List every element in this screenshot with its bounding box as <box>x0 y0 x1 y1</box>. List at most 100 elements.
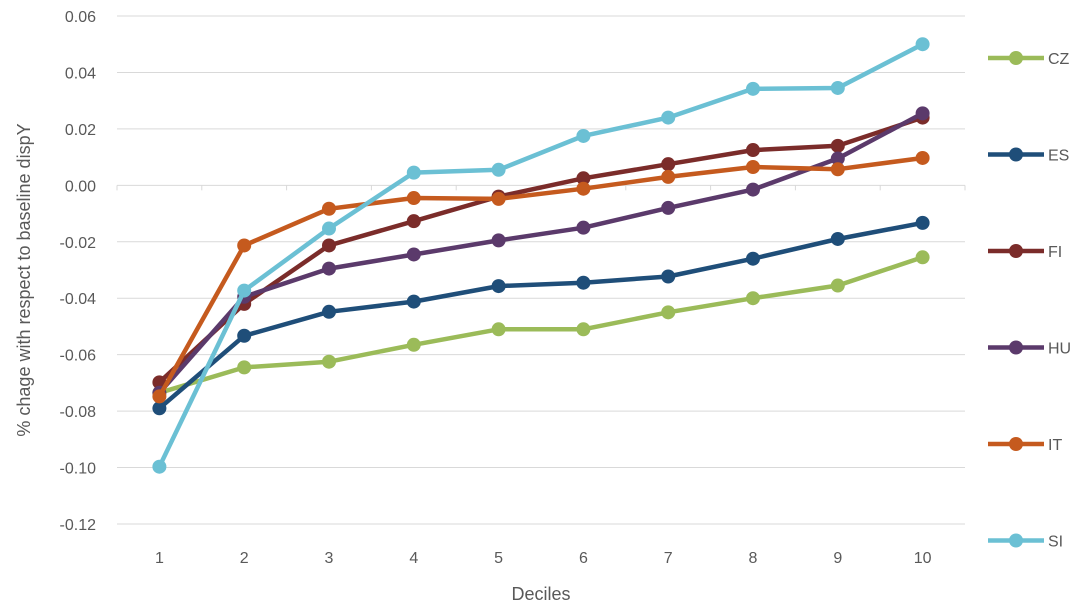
data-point <box>322 304 336 319</box>
data-point <box>576 171 591 186</box>
y-tick-label: -0.06 <box>60 348 97 365</box>
data-point <box>830 162 845 177</box>
legend-swatch-marker <box>1009 51 1023 65</box>
data-point <box>491 162 506 177</box>
x-tick-label: 9 <box>833 550 842 567</box>
x-tick-label: 4 <box>409 550 418 567</box>
series-si <box>152 37 930 474</box>
legend: CZ ES FI HU IT SI <box>988 51 1071 551</box>
y-tick-label: 0.02 <box>65 122 96 139</box>
y-tick-label: -0.02 <box>60 235 97 252</box>
data-point <box>322 238 336 253</box>
data-point <box>661 157 676 172</box>
data-point <box>915 106 930 121</box>
data-point <box>830 80 845 95</box>
legend-item-es: ES <box>988 147 1069 165</box>
data-point <box>746 143 760 158</box>
data-point <box>237 283 252 298</box>
legend-item-si: SI <box>988 533 1063 551</box>
series-line <box>157 42 924 468</box>
x-tick-label: 1 <box>155 550 164 567</box>
data-point <box>152 389 167 404</box>
y-tick-label: -0.12 <box>60 517 97 534</box>
legend-label: HU <box>1048 341 1071 358</box>
legend-item-it: IT <box>988 437 1062 454</box>
y-tick-label: -0.08 <box>60 404 97 421</box>
data-point <box>661 110 676 125</box>
data-point <box>576 322 591 337</box>
x-tick-label: 2 <box>240 550 249 567</box>
legend-swatch-marker <box>1009 244 1023 258</box>
y-tick-label: -0.04 <box>60 291 97 308</box>
x-tick-label: 3 <box>325 550 334 567</box>
x-tick-label: 8 <box>749 550 758 567</box>
data-point <box>406 214 421 229</box>
data-point <box>406 247 421 262</box>
data-point <box>661 169 676 184</box>
series-layer <box>152 37 930 474</box>
data-point <box>152 401 167 416</box>
legend-item-cz: CZ <box>988 51 1070 68</box>
legend-label: SI <box>1048 534 1063 551</box>
data-point <box>915 150 930 165</box>
data-point <box>322 261 336 276</box>
data-point <box>491 233 506 248</box>
legend-item-fi: FI <box>988 244 1062 261</box>
series-line <box>158 255 924 395</box>
data-point <box>576 128 591 143</box>
data-point <box>661 200 676 215</box>
legend-swatch-marker <box>1009 437 1023 451</box>
series-line <box>157 155 923 398</box>
series-line <box>157 220 924 411</box>
data-point <box>406 294 421 309</box>
y-axis-title: % chage with respect to baseline dispY <box>14 123 34 436</box>
data-point <box>661 305 676 320</box>
x-tick-label: 5 <box>494 550 503 567</box>
series-it <box>152 150 930 404</box>
data-point <box>491 191 506 206</box>
data-point <box>915 250 930 265</box>
data-point <box>491 279 506 294</box>
data-point <box>322 201 336 216</box>
data-point <box>830 278 845 293</box>
series-line <box>157 111 924 395</box>
data-point <box>322 354 336 369</box>
series-hu <box>152 106 930 400</box>
data-point <box>406 337 421 352</box>
data-point <box>746 291 760 306</box>
y-tick-label: -0.10 <box>60 461 97 478</box>
legend-label: FI <box>1048 244 1062 261</box>
y-tick-label: 0.04 <box>65 65 96 82</box>
data-point <box>915 215 930 230</box>
x-tick-labels: 1 2 3 4 5 6 7 8 9 10 <box>155 550 932 567</box>
data-point <box>830 138 845 153</box>
data-point <box>746 251 760 266</box>
x-tick-label: 10 <box>914 550 932 567</box>
legend-swatch-marker <box>1009 147 1023 162</box>
legend-label: CZ <box>1048 51 1070 68</box>
y-tick-labels: 0.06 0.04 0.02 0.00 -0.02 -0.04 -0.06 -0.08 -0.1… <box>60 9 97 534</box>
data-point <box>576 220 591 235</box>
series-es <box>152 215 930 416</box>
series-line <box>157 115 924 384</box>
data-point <box>576 275 591 290</box>
x-tick-label: 7 <box>664 550 673 567</box>
data-point <box>746 81 760 96</box>
data-point <box>152 459 167 474</box>
y-tick-label: 0.06 <box>65 9 96 26</box>
y-tick-label: 0.00 <box>65 178 96 195</box>
data-point <box>830 231 845 246</box>
x-tick-label: 6 <box>579 550 588 567</box>
legend-label: ES <box>1048 148 1069 165</box>
data-point <box>746 182 760 197</box>
gridlines <box>116 15 966 525</box>
data-point <box>237 328 252 343</box>
legend-item-hu: HU <box>988 340 1071 358</box>
data-point <box>661 269 676 284</box>
data-point <box>830 151 845 166</box>
x-axis-title: Deciles <box>511 584 570 604</box>
data-point <box>322 221 336 236</box>
data-point <box>237 360 252 375</box>
legend-swatch-marker <box>1009 533 1023 548</box>
